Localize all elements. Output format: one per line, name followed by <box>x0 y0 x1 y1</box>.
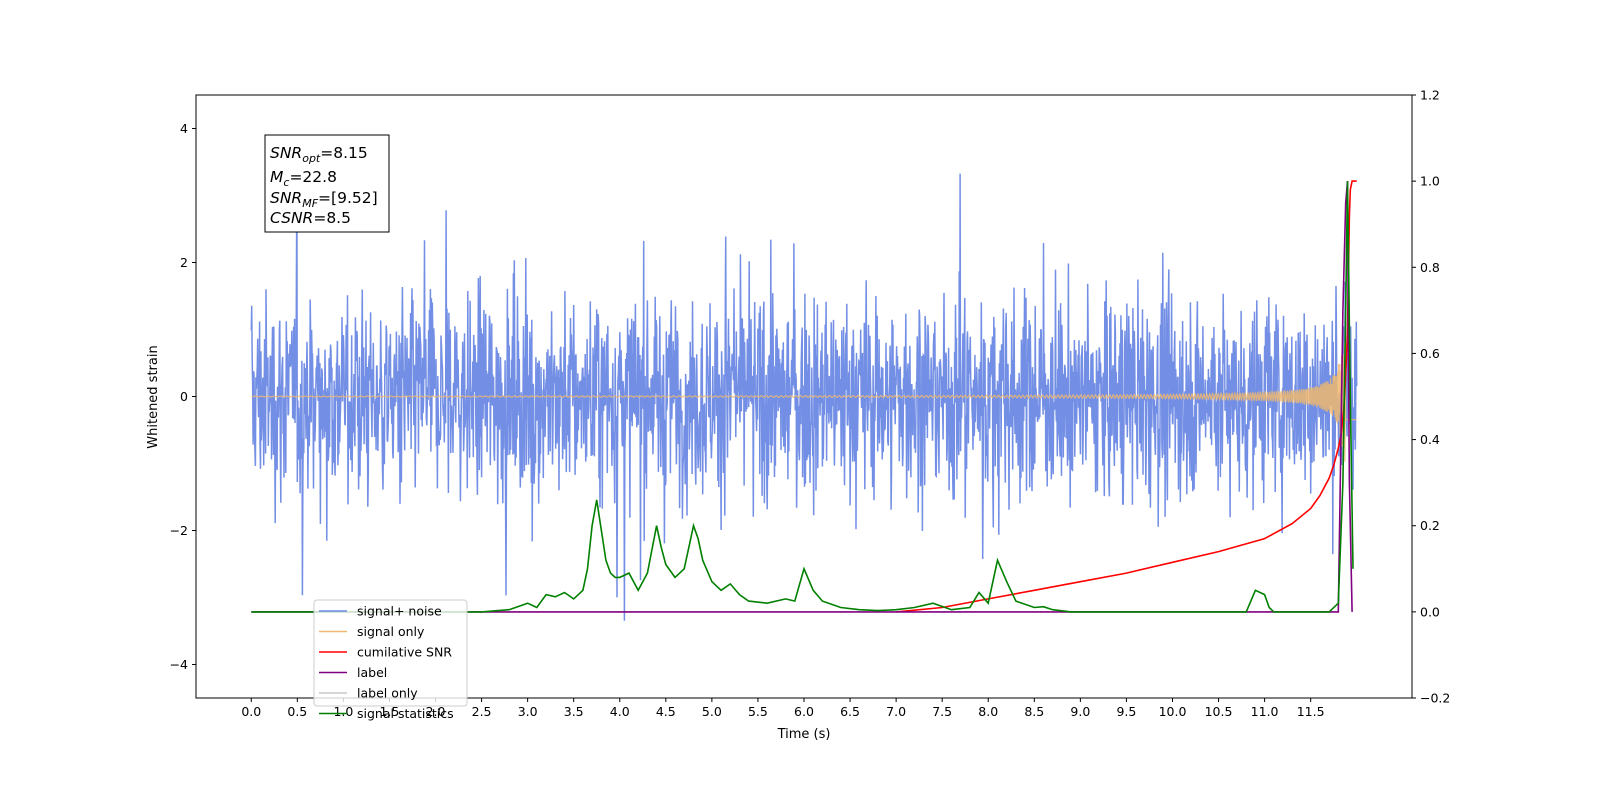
x-tick-label: 5.5 <box>748 704 768 719</box>
y-right-tick-label: 1.2 <box>1420 88 1440 103</box>
x-tick-label: 4.5 <box>656 704 676 719</box>
x-tick-label: 2.0 <box>426 704 446 719</box>
x-tick-label: 11.0 <box>1251 704 1279 719</box>
y-right-tick-label: 0.0 <box>1420 604 1440 619</box>
x-tick-label: 2.5 <box>472 704 492 719</box>
y-right-tick-label: 0.4 <box>1420 432 1440 447</box>
series-cumilative-snr <box>896 180 1357 613</box>
x-tick-label: 9.0 <box>1070 704 1090 719</box>
annotation-line: SNRMF=[9.52] <box>270 189 378 210</box>
x-tick-label: 7.0 <box>886 704 906 719</box>
annotation-line: CSNR=8.5 <box>270 209 351 227</box>
y-left-tick-label: −2 <box>170 523 188 538</box>
x-tick-label: 1.0 <box>333 704 353 719</box>
x-tick-label: 6.5 <box>840 704 860 719</box>
annotation-line: Mc=22.8 <box>270 168 337 189</box>
x-tick-label: 4.0 <box>610 704 630 719</box>
x-tick-label: 11.5 <box>1297 704 1325 719</box>
series-signal-statistics <box>251 181 1354 613</box>
x-tick-label: 7.5 <box>932 704 952 719</box>
x-tick-label: 3.5 <box>564 704 584 719</box>
y-left-tick-label: 2 <box>180 255 188 270</box>
x-tick-label: 6.0 <box>794 704 814 719</box>
x-tick-label: 10.0 <box>1159 704 1187 719</box>
legend-label: label only <box>357 686 418 701</box>
legend-label: signal+ noise <box>357 604 442 619</box>
y-right-tick-label: −0.2 <box>1420 691 1450 706</box>
y-left-tick-label: −4 <box>170 657 188 672</box>
x-axis: 0.0 0.5 1.0 1.5 2.0 2.5 3.0 3.5 4.0 4.5 5.0 5.5 6.0 6… <box>241 698 1325 719</box>
x-tick-label: 3.0 <box>518 704 538 719</box>
annotation-line: SNRopt=8.15 <box>270 144 368 165</box>
plot-content <box>250 173 1358 621</box>
y-right-tick-label: 0.2 <box>1420 518 1440 533</box>
x-tick-label: 1.5 <box>380 704 400 719</box>
x-tick-label: 0.5 <box>287 704 307 719</box>
series-signal-only <box>251 333 1357 462</box>
x-tick-label: 0.0 <box>241 704 261 719</box>
y-axis-left: −4 −2 0 2 4 <box>170 121 196 672</box>
legend-label: signal only <box>357 624 425 639</box>
y-right-tick-label: 1.0 <box>1420 174 1440 189</box>
x-axis-label: Time (s) <box>777 727 831 742</box>
x-tick-label: 9.5 <box>1116 704 1136 719</box>
x-tick-label: 10.5 <box>1205 704 1233 719</box>
legend-label: label <box>357 665 387 680</box>
x-tick-label: 8.5 <box>1024 704 1044 719</box>
series-signal-noise <box>250 173 1358 621</box>
x-tick-label: 8.0 <box>978 704 998 719</box>
x-tick-label: 5.0 <box>702 704 722 719</box>
y-right-tick-label: 0.6 <box>1420 346 1440 361</box>
legend-label: signal statistics <box>357 706 454 721</box>
legend-label: cumilative SNR <box>357 645 452 660</box>
y-axis-label-left: Whitened strain <box>146 345 161 448</box>
y-right-tick-label: 0.8 <box>1420 260 1440 275</box>
legend: signal+ noise signal only cumilative SNR la… <box>313 599 468 721</box>
y-left-tick-label: 0 <box>180 389 188 404</box>
y-axis-right: −0.2 0.0 0.2 0.4 0.6 0.8 1.0 1.2 <box>1412 88 1450 706</box>
y-left-tick-label: 4 <box>180 121 188 136</box>
